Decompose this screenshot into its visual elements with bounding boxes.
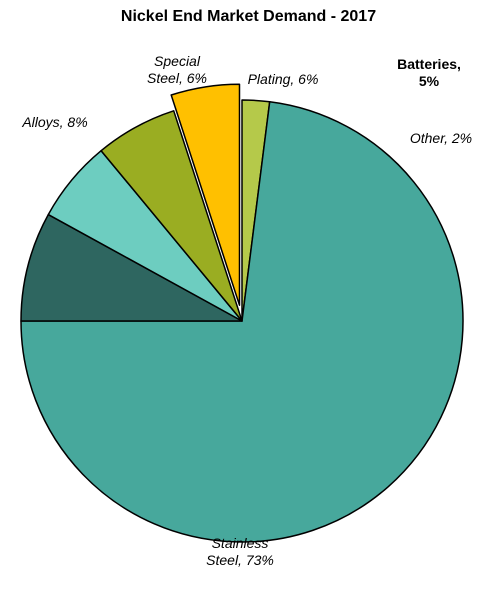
slice-label-0: Other, 2% xyxy=(410,130,472,146)
pie-slice-2 xyxy=(20,213,243,322)
slice-label-5: Batteries, 5% xyxy=(397,56,461,89)
pie-slice-1 xyxy=(20,100,464,543)
slice-label-4: Plating, 6% xyxy=(248,71,319,87)
chart-title: Nickel End Market Demand - 2017 xyxy=(120,8,377,25)
pie-slice-5 xyxy=(170,83,241,306)
slice-label-1: Stainless Steel, 73% xyxy=(206,535,274,568)
pie-slice-4 xyxy=(100,110,243,322)
slice-label-3: Special Steel, 6% xyxy=(147,53,207,86)
slice-label-2: Alloys, 8% xyxy=(21,114,87,130)
